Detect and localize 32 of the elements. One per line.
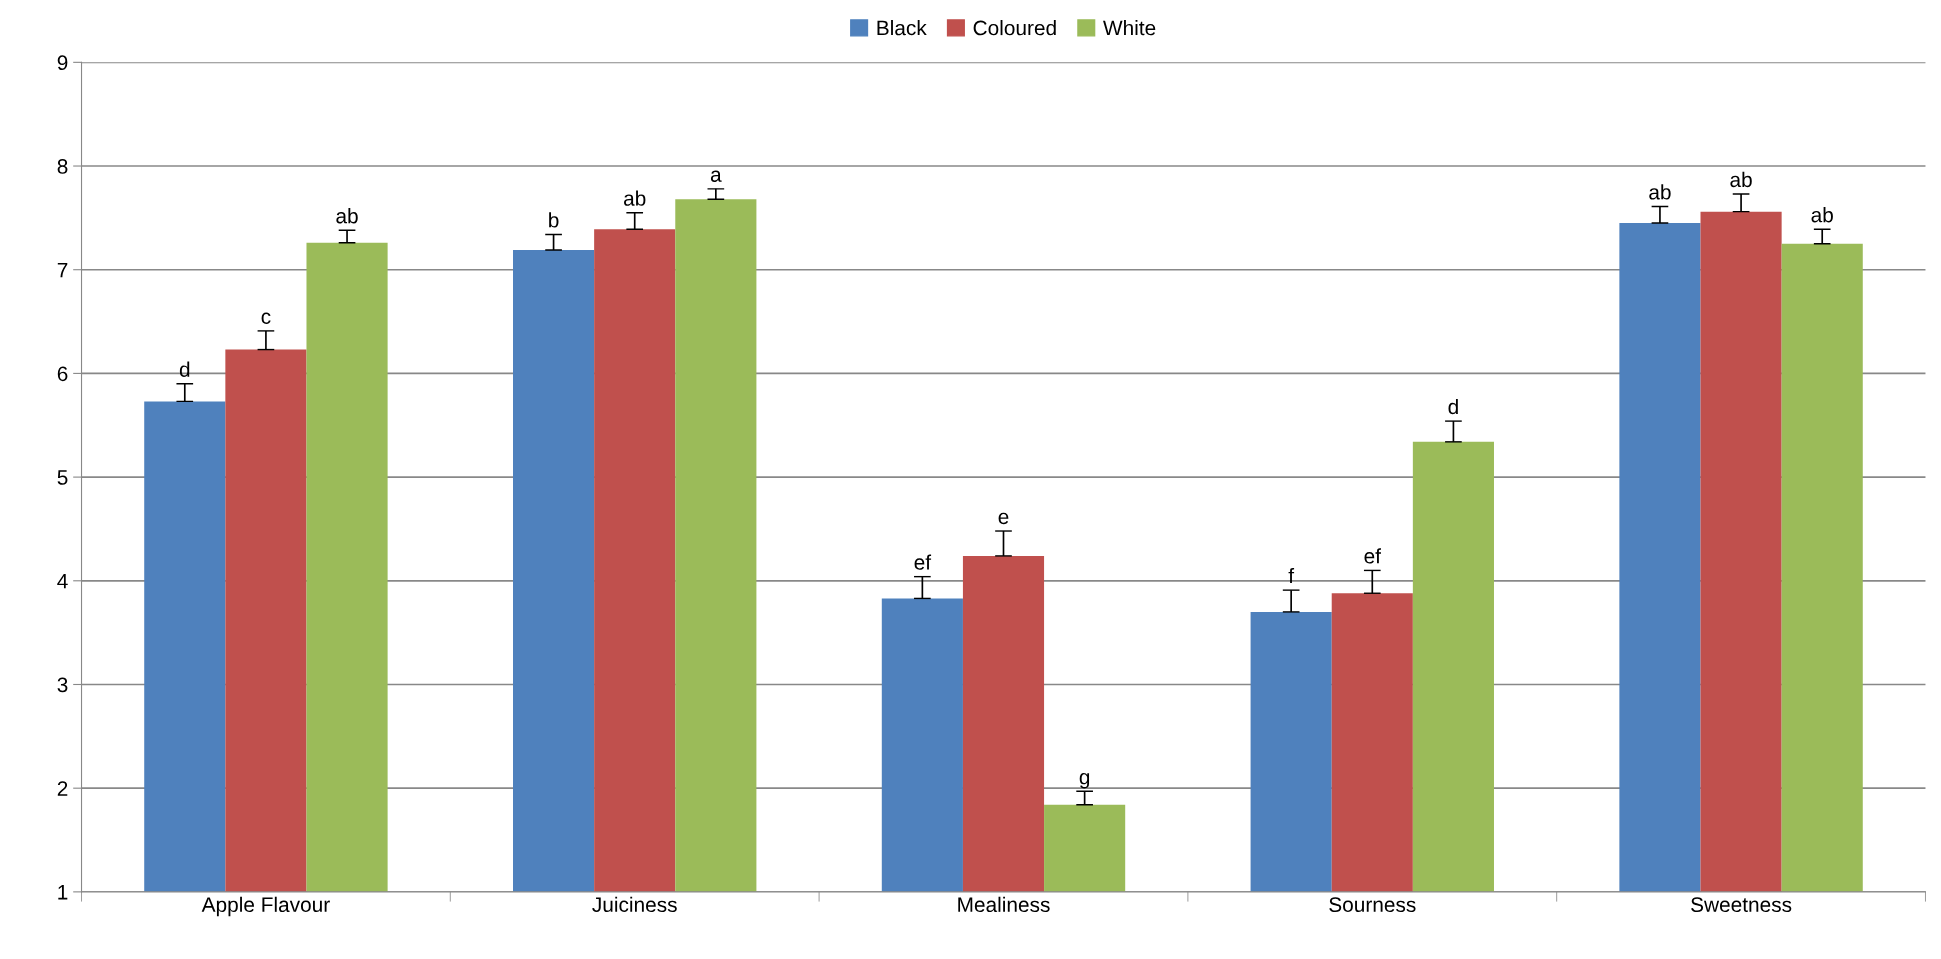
data-label: d	[179, 361, 190, 377]
x-tick-label: Sourness	[1329, 897, 1416, 913]
x-tick-label: Juiciness	[592, 896, 677, 913]
data-label: ab	[1649, 184, 1671, 200]
x-tick-label: Mealiness	[958, 896, 1050, 913]
data-label: d	[1448, 398, 1458, 415]
data-label: ab	[1730, 171, 1752, 188]
data-label: ab	[336, 208, 358, 224]
x-tick-label: Sweetness	[1691, 897, 1792, 913]
y-tick-label: 5	[57, 470, 68, 485]
data-label: ab	[1811, 207, 1833, 223]
y-tick-label: 7	[57, 262, 68, 278]
data-label: c	[261, 312, 271, 324]
y-tick-label: 8	[57, 159, 68, 174]
data-label: g	[1079, 773, 1090, 789]
data-label: f	[1288, 567, 1295, 584]
x-tick-label: Apple Flavour	[201, 896, 330, 917]
y-tick-label: 2	[57, 781, 68, 796]
legend-label: Black	[877, 20, 927, 36]
legend-label: White	[1103, 20, 1156, 36]
data-label: b	[549, 212, 559, 228]
y-tick-label: 6	[57, 366, 68, 382]
y-tick-label: 1	[58, 885, 68, 900]
data-label: ab	[624, 190, 646, 206]
data-label: ef	[914, 554, 932, 570]
y-tick-label: 3	[57, 677, 68, 693]
data-label: a	[710, 170, 722, 182]
legend-label: Coloured	[973, 20, 1056, 36]
y-tick-label: 9	[57, 55, 68, 71]
data-label: ef	[1364, 548, 1382, 564]
data-label: e	[998, 512, 1009, 525]
y-tick-label: 4	[57, 574, 68, 589]
